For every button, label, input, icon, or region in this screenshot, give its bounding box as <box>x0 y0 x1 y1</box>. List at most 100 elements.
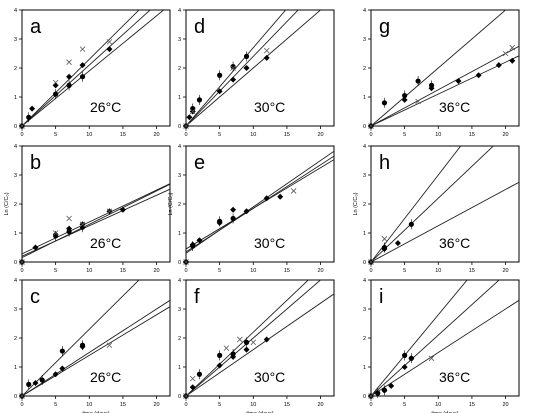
point-circle <box>408 355 414 361</box>
panel-letter: a <box>30 16 42 38</box>
point-x <box>106 208 113 215</box>
point-diamond <box>263 54 270 61</box>
panel-e: 0 5 10 15 20 0 1 2 3 4 Ln (C/C₀) e 30°C <box>168 144 335 274</box>
x-tick-label: 5 <box>54 132 57 138</box>
y-tick-label: 0 <box>14 124 17 130</box>
panel-h: 0 5 10 15 20 0 1 2 3 4 Ln (C/C₀) h 36°C <box>353 144 520 274</box>
panel-letter: d <box>194 16 205 38</box>
point-x <box>19 123 25 129</box>
fit-line-diamond <box>186 293 334 396</box>
x-tick-label: 20 <box>317 268 323 274</box>
fit-line-x <box>22 306 170 396</box>
fit-line-diamond <box>371 55 519 126</box>
y-tick-label: 3 <box>363 307 366 313</box>
point-x <box>263 47 270 54</box>
y-tick-label: 2 <box>14 66 17 72</box>
fit-lines <box>371 280 519 396</box>
point-diamond <box>29 105 36 112</box>
y-tick-label: 1 <box>178 231 181 237</box>
point-x <box>106 342 113 349</box>
fit-lines <box>186 150 334 254</box>
y-tick-label: 4 <box>363 278 366 284</box>
point-diamond <box>230 206 237 213</box>
fit-line-diamond <box>186 10 322 126</box>
point-x <box>381 236 388 242</box>
x-tick-label: 15 <box>120 268 126 274</box>
x-tick-label: 0 <box>369 268 372 274</box>
x-tick-label: 5 <box>403 268 406 274</box>
y-tick-label: 4 <box>178 278 181 284</box>
x-tick-label: 5 <box>403 402 406 408</box>
x-tick-label: 0 <box>20 268 23 274</box>
point-x <box>223 345 230 351</box>
y-tick-label: 1 <box>14 95 17 101</box>
fit-line-x <box>371 146 462 262</box>
temperature-label: 26°C <box>90 369 121 385</box>
point-diamond <box>401 364 408 370</box>
x-tick-label: 5 <box>218 132 221 138</box>
point-circle <box>402 352 408 358</box>
x-tick-label: 15 <box>469 402 475 408</box>
point-x <box>502 50 509 57</box>
point-circle <box>375 390 381 396</box>
y-tick-label: 1 <box>363 95 366 101</box>
temperature-label: 36°C <box>439 235 470 251</box>
panel-b: 0 5 10 15 20 0 1 2 3 4 Ln (C/C₀) b 26°C <box>4 144 171 274</box>
point-x <box>189 375 196 382</box>
point-circle <box>415 78 421 84</box>
fit-lines <box>371 10 519 126</box>
point-diamond <box>263 195 270 202</box>
panel-letter: c <box>30 286 40 308</box>
x-axis-label: time (days) <box>431 411 458 413</box>
x-tick-label: 10 <box>250 132 256 138</box>
point-x <box>368 259 374 265</box>
point-diamond <box>475 72 482 79</box>
point-x <box>428 355 435 362</box>
x-tick-label: 0 <box>184 268 187 274</box>
point-circle <box>66 82 72 88</box>
point-circle <box>230 63 236 70</box>
x-tick-label: 5 <box>54 268 57 274</box>
y-tick-label: 1 <box>14 365 17 371</box>
point-diamond <box>216 362 223 369</box>
y-tick-label: 2 <box>178 336 181 342</box>
point-circle <box>53 91 59 97</box>
fit-lines <box>186 280 334 396</box>
panel-g: 0 5 10 15 20 0 1 2 3 4 g 36°C <box>363 8 520 138</box>
y-tick-label: 2 <box>363 336 366 342</box>
fit-line-diamond <box>371 181 519 262</box>
x-tick-label: 20 <box>502 268 508 274</box>
fit-line-x <box>371 45 519 126</box>
fit-line-x <box>22 10 140 126</box>
panel-letter: h <box>379 152 390 174</box>
point-x <box>106 39 113 45</box>
fit-line-circle <box>371 146 494 262</box>
y-tick-label: 4 <box>178 8 181 14</box>
x-tick-label: 15 <box>469 268 475 274</box>
fit-lines <box>371 146 519 262</box>
fit-line-x <box>186 155 334 253</box>
point-x <box>66 215 72 222</box>
x-tick-label: 20 <box>153 132 159 138</box>
y-tick-label: 1 <box>178 365 181 371</box>
x-tick-label: 20 <box>153 402 159 408</box>
y-tick-label: 0 <box>363 124 366 130</box>
panel-letter: f <box>194 286 200 308</box>
y-tick-label: 0 <box>363 394 366 400</box>
point-circle <box>243 339 250 345</box>
point-circle <box>190 243 196 249</box>
point-circle <box>66 228 72 235</box>
x-tick-label: 10 <box>250 402 256 408</box>
x-tick-label: 0 <box>184 132 187 138</box>
point-circle <box>59 348 65 354</box>
y-tick-label: 0 <box>363 260 366 266</box>
fit-lines <box>22 10 165 126</box>
point-diamond <box>495 62 502 69</box>
point-diamond <box>119 206 126 213</box>
point-diamond <box>509 57 516 64</box>
panel-f: 0 5 10 15 20 0 1 2 3 4 f 30°C time (days) <box>178 278 335 413</box>
fit-lines <box>186 10 322 126</box>
y-tick-label: 0 <box>178 260 181 266</box>
x-tick-label: 20 <box>502 132 508 138</box>
point-diamond <box>243 65 250 71</box>
